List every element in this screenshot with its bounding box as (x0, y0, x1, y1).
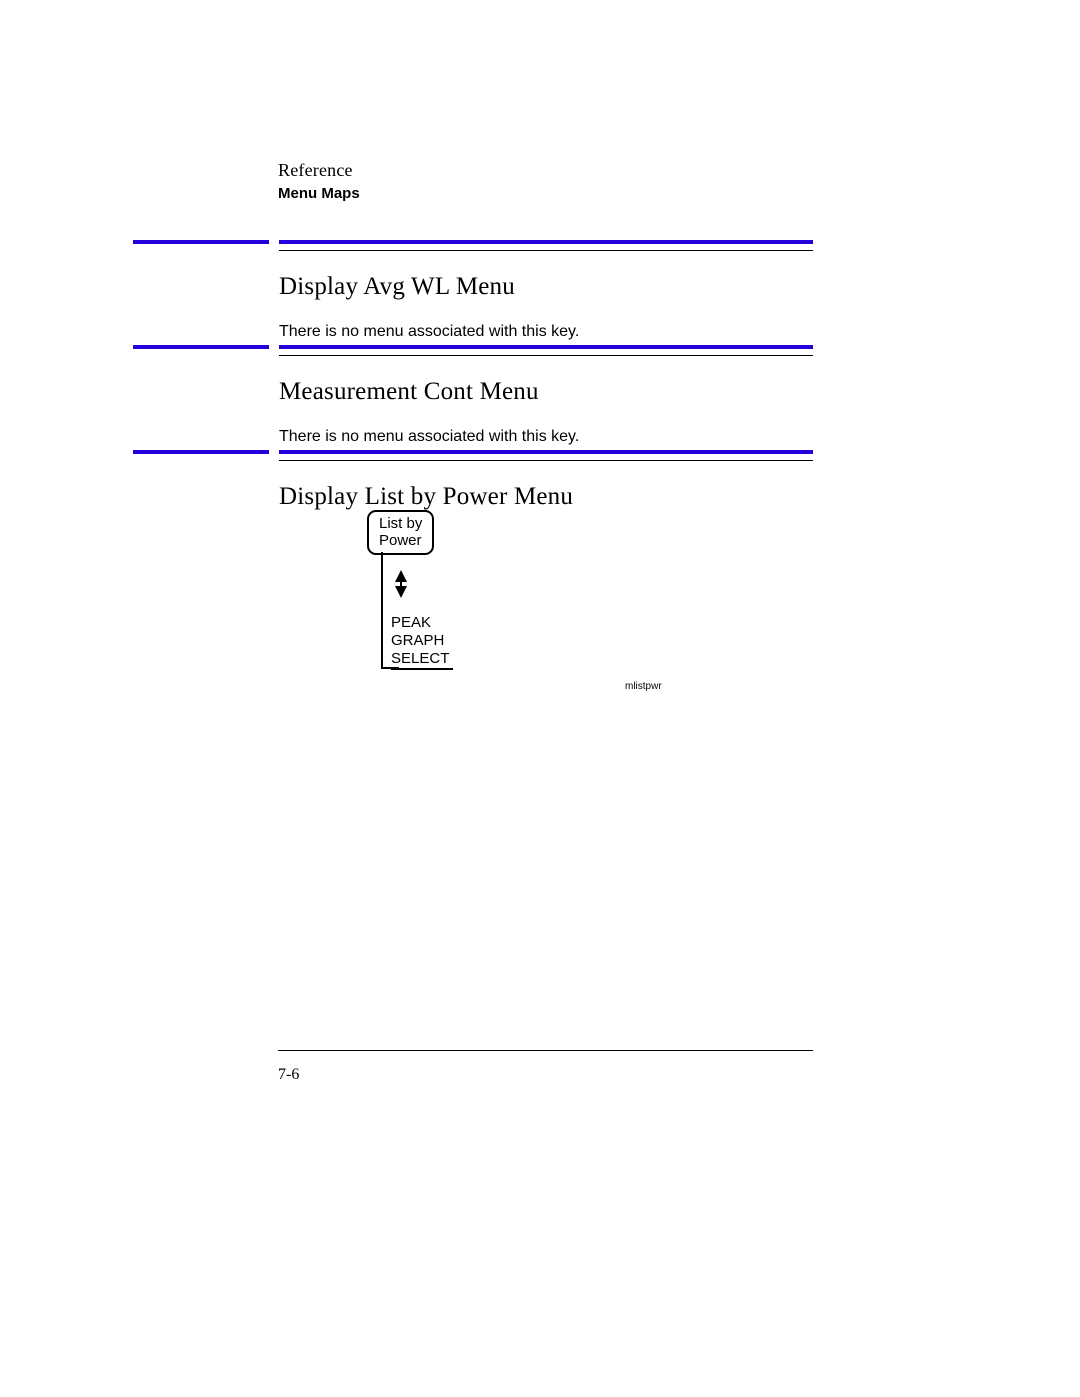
page-header: Reference Menu Maps (278, 160, 360, 202)
diagram-connector-vertical (381, 552, 383, 668)
diagram-leaf-label: PEAK GRAPH SELECT (391, 614, 449, 668)
section-rule-top (133, 240, 813, 244)
section-rule-top (133, 345, 813, 349)
diagram-tag: mlistpwr (625, 681, 662, 692)
section-measurement-cont: Measurement Cont Menu There is no menu a… (133, 345, 813, 446)
section-title: Display List by Power Menu (279, 483, 813, 511)
up-down-arrow-icon (391, 564, 411, 604)
diagram-leaf-line3: SELECT (391, 650, 449, 668)
diagram-root-line2: Power (379, 532, 422, 549)
section-rule-thin (133, 460, 813, 461)
header-reference: Reference (278, 160, 360, 181)
diagram-root-line1: List by (379, 515, 422, 532)
diagram-leaf-line2: GRAPH (391, 632, 449, 650)
header-subtitle: Menu Maps (278, 185, 360, 202)
section-rule-thin (133, 355, 813, 356)
diagram-leaf-underline (391, 668, 453, 670)
footer-rule (278, 1050, 813, 1051)
page-number: 7-6 (278, 1066, 299, 1084)
diagram-root-key: List by Power (367, 510, 434, 555)
section-body: There is no menu associated with this ke… (279, 323, 813, 341)
menu-map-diagram: List by Power PEAK GRAPH SELECT (367, 510, 667, 700)
diagram-leaf-line1: PEAK (391, 614, 449, 632)
section-rule-thin (133, 250, 813, 251)
section-avg-wl: Display Avg WL Menu There is no menu ass… (133, 240, 813, 341)
section-body: There is no menu associated with this ke… (279, 428, 813, 446)
section-rule-top (133, 450, 813, 454)
section-title: Display Avg WL Menu (279, 273, 813, 301)
section-title: Measurement Cont Menu (279, 378, 813, 406)
page: Reference Menu Maps Display Avg WL Menu … (0, 0, 1080, 1397)
